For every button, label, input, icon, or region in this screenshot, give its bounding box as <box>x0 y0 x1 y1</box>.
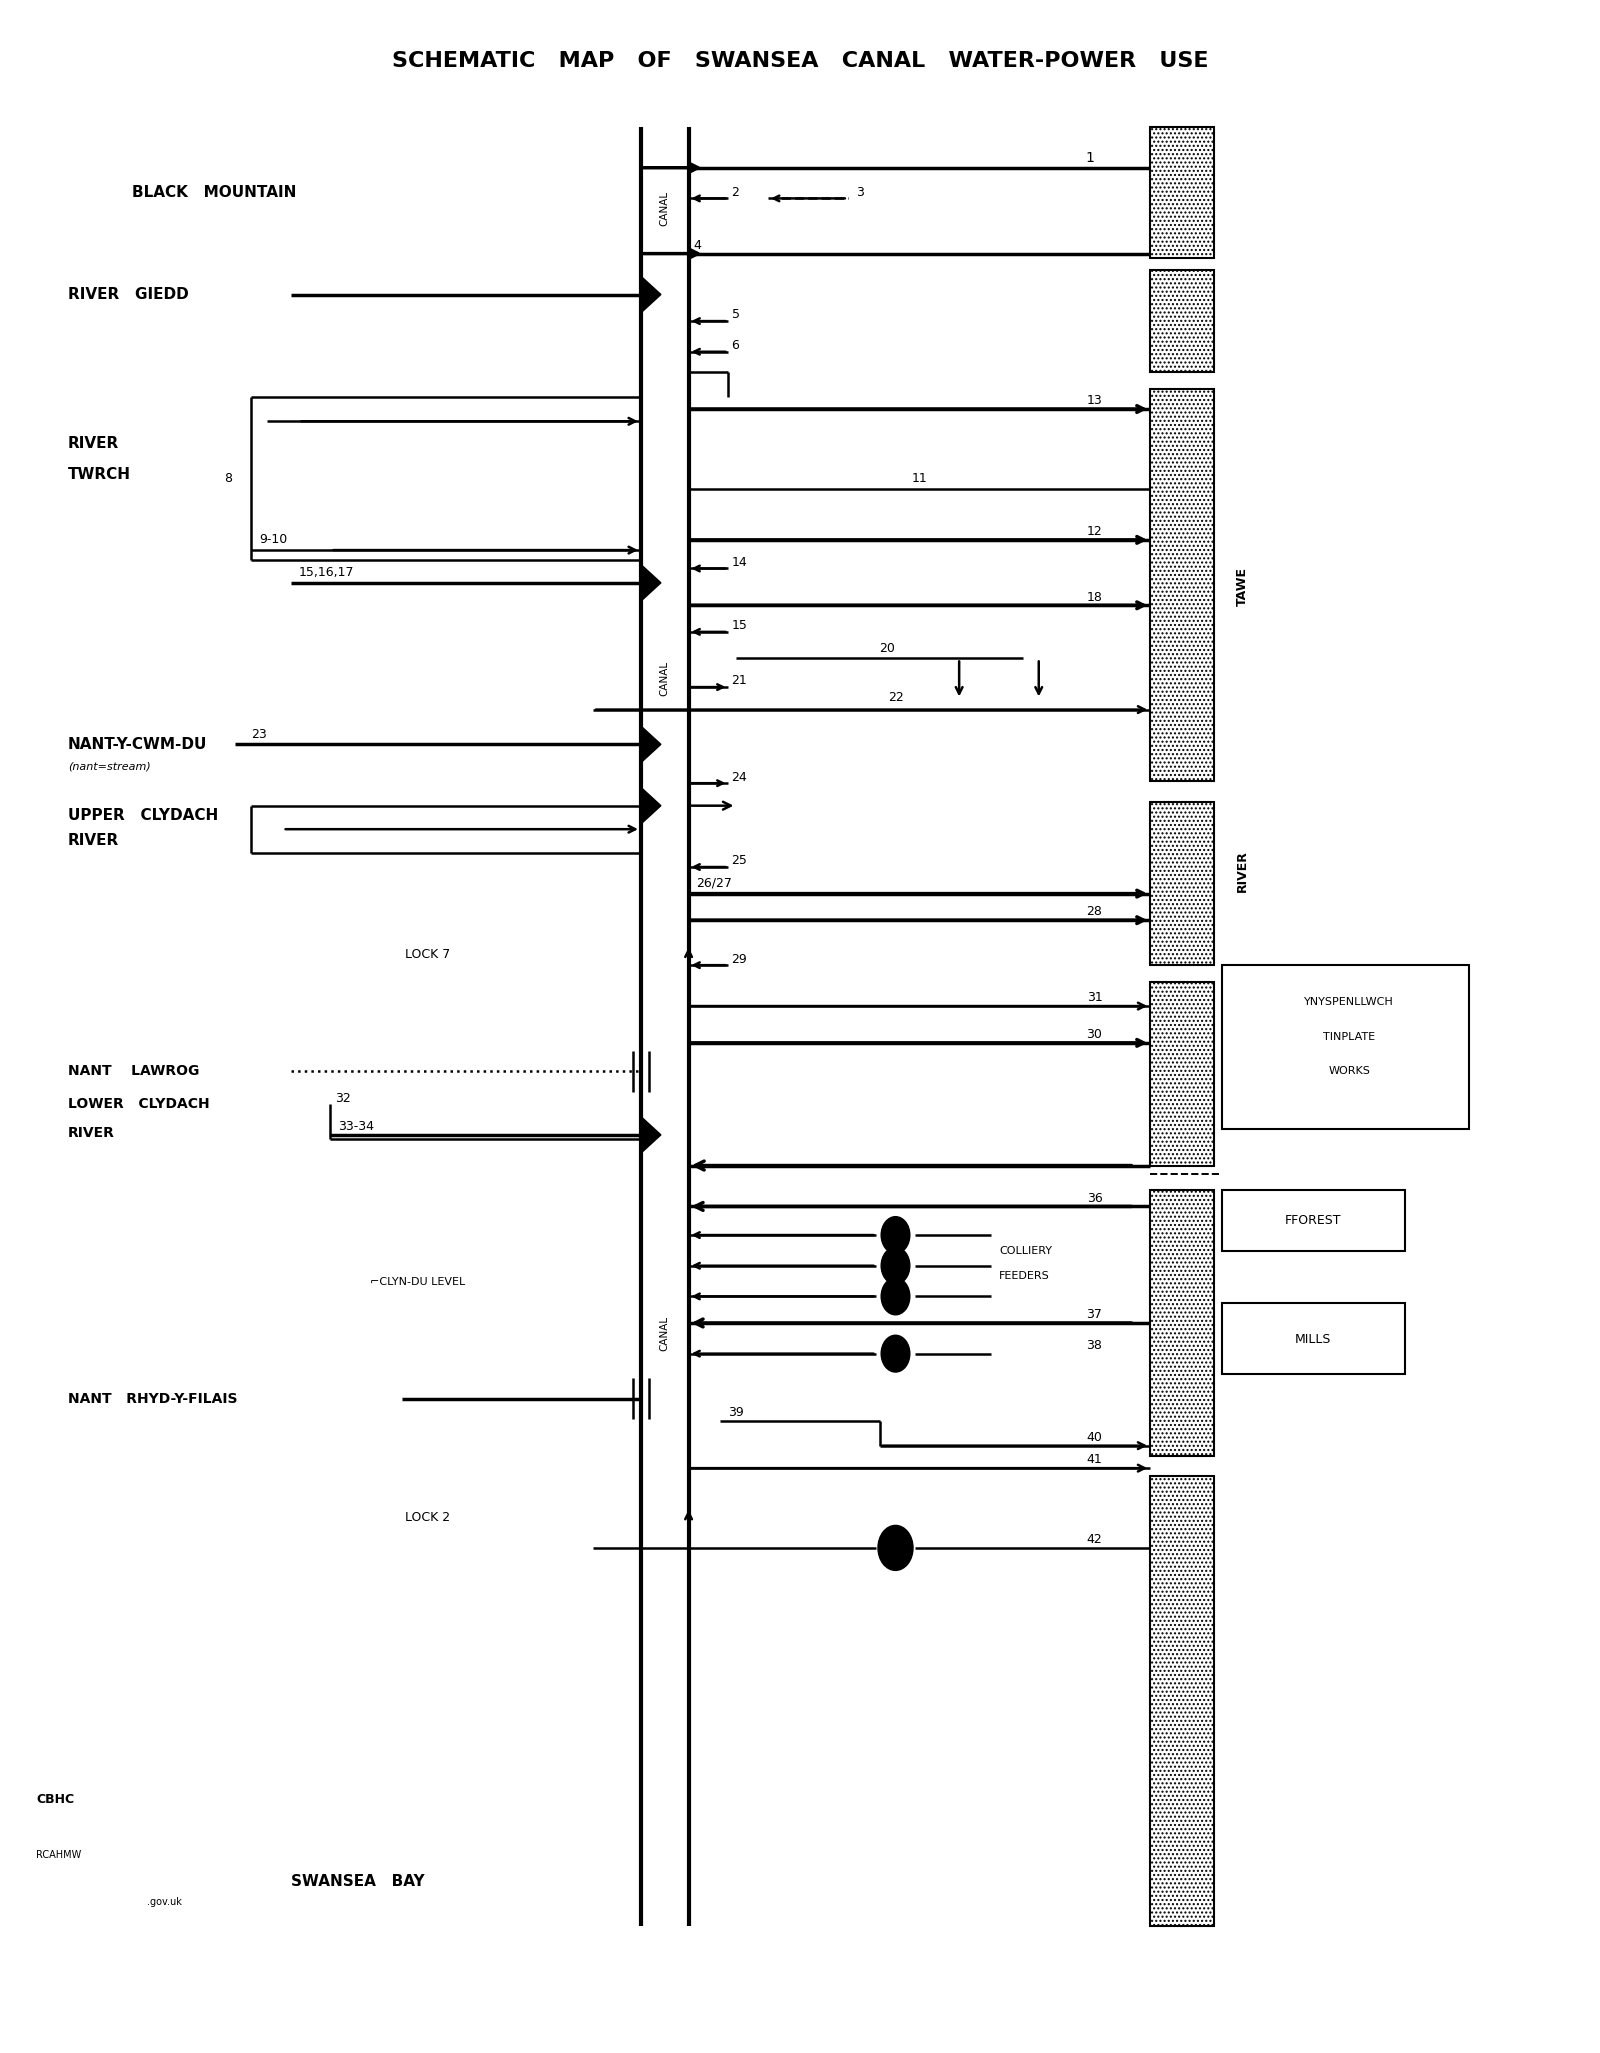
Text: 15,16,17: 15,16,17 <box>299 567 354 579</box>
Text: 2: 2 <box>731 185 739 199</box>
Text: SCHEMATIC   MAP   OF   SWANSEA   CANAL   WATER-POWER   USE: SCHEMATIC MAP OF SWANSEA CANAL WATER-POW… <box>392 51 1208 72</box>
Text: 33-34: 33-34 <box>339 1121 374 1133</box>
Text: 8: 8 <box>224 472 232 485</box>
Polygon shape <box>642 727 661 764</box>
Bar <box>1150 388 1214 780</box>
Circle shape <box>882 1217 910 1254</box>
Text: 24: 24 <box>731 770 747 784</box>
Text: 4: 4 <box>693 238 701 253</box>
Text: 26/27: 26/27 <box>696 877 733 889</box>
Text: 23: 23 <box>251 727 267 741</box>
Text: 38: 38 <box>1086 1339 1102 1353</box>
Text: 22: 22 <box>888 690 904 704</box>
Bar <box>1150 271 1214 372</box>
Polygon shape <box>642 1117 661 1154</box>
Text: 31: 31 <box>1086 992 1102 1004</box>
Text: 20: 20 <box>880 643 896 655</box>
Text: LOCK 7: LOCK 7 <box>405 948 450 961</box>
Text: 6: 6 <box>731 339 739 353</box>
Text: TINPLATE: TINPLATE <box>1323 1033 1374 1041</box>
Polygon shape <box>642 786 661 823</box>
Text: UPPER   CLYDACH: UPPER CLYDACH <box>67 809 218 823</box>
Text: 30: 30 <box>1086 1029 1102 1041</box>
Text: ⌐CLYN-DU LEVEL: ⌐CLYN-DU LEVEL <box>370 1277 466 1287</box>
Text: MILLS: MILLS <box>1294 1332 1331 1347</box>
Text: RIVER: RIVER <box>67 1125 115 1139</box>
Text: 28: 28 <box>1086 905 1102 918</box>
Circle shape <box>878 1525 914 1571</box>
Text: RCAHMW: RCAHMW <box>35 1850 82 1860</box>
Text: TAWE: TAWE <box>1235 567 1250 606</box>
Text: 39: 39 <box>728 1406 744 1419</box>
Text: 37: 37 <box>1086 1308 1102 1322</box>
Bar <box>1150 801 1214 965</box>
Polygon shape <box>642 275 661 312</box>
Circle shape <box>882 1248 910 1283</box>
Text: YNYSPENLLWCH: YNYSPENLLWCH <box>1304 998 1394 1006</box>
Text: 18: 18 <box>1086 591 1102 604</box>
Polygon shape <box>642 565 661 602</box>
Text: RIVER: RIVER <box>67 437 118 452</box>
Text: CBHC: CBHC <box>35 1792 74 1807</box>
Bar <box>1150 981 1214 1166</box>
Bar <box>1150 1191 1214 1456</box>
Bar <box>1222 1191 1405 1252</box>
Text: RIVER: RIVER <box>67 834 118 848</box>
Bar <box>1222 965 1469 1129</box>
Text: LOWER   CLYDACH: LOWER CLYDACH <box>67 1096 210 1111</box>
Text: 21: 21 <box>731 675 747 688</box>
Text: 14: 14 <box>731 556 747 569</box>
Text: WORKS: WORKS <box>1328 1066 1370 1076</box>
Text: BLACK   MOUNTAIN: BLACK MOUNTAIN <box>131 185 296 199</box>
Text: TWRCH: TWRCH <box>67 466 131 482</box>
Text: SWANSEA   BAY: SWANSEA BAY <box>291 1874 424 1889</box>
Text: NANT   RHYD-Y-FILAIS: NANT RHYD-Y-FILAIS <box>67 1392 237 1406</box>
Text: 11: 11 <box>912 472 928 485</box>
Text: 1: 1 <box>1085 150 1094 164</box>
Text: 15: 15 <box>731 620 747 632</box>
Text: FEEDERS: FEEDERS <box>998 1271 1050 1281</box>
Text: 3: 3 <box>856 185 864 199</box>
Circle shape <box>882 1279 910 1314</box>
Circle shape <box>882 1334 910 1371</box>
Text: 25: 25 <box>731 854 747 866</box>
Bar <box>1150 127 1214 259</box>
Text: FFOREST: FFOREST <box>1285 1213 1341 1228</box>
Text: 40: 40 <box>1086 1431 1102 1443</box>
Text: 13: 13 <box>1086 394 1102 406</box>
Text: RIVER   GIEDD: RIVER GIEDD <box>67 287 189 302</box>
Text: 42: 42 <box>1086 1534 1102 1546</box>
Text: .gov.uk: .gov.uk <box>147 1897 182 1907</box>
Text: 9-10: 9-10 <box>259 534 286 546</box>
Text: NANT-Y-CWM-DU: NANT-Y-CWM-DU <box>67 737 208 751</box>
Text: 5: 5 <box>731 308 739 322</box>
Text: LOCK 2: LOCK 2 <box>405 1511 450 1523</box>
Text: 36: 36 <box>1086 1191 1102 1205</box>
Bar <box>1222 1302 1405 1373</box>
Text: 12: 12 <box>1086 526 1102 538</box>
Text: (nant=stream): (nant=stream) <box>67 762 150 772</box>
Text: CANAL: CANAL <box>659 191 670 226</box>
Text: 32: 32 <box>336 1092 350 1105</box>
Text: RIVER: RIVER <box>1235 850 1250 893</box>
Text: 41: 41 <box>1086 1454 1102 1466</box>
Text: NANT    LAWROG: NANT LAWROG <box>67 1066 200 1078</box>
Text: 29: 29 <box>731 953 747 965</box>
Text: CANAL: CANAL <box>659 1316 670 1351</box>
Text: COLLIERY: COLLIERY <box>998 1246 1051 1256</box>
Text: CANAL: CANAL <box>659 661 670 696</box>
Bar <box>1150 1476 1214 1926</box>
